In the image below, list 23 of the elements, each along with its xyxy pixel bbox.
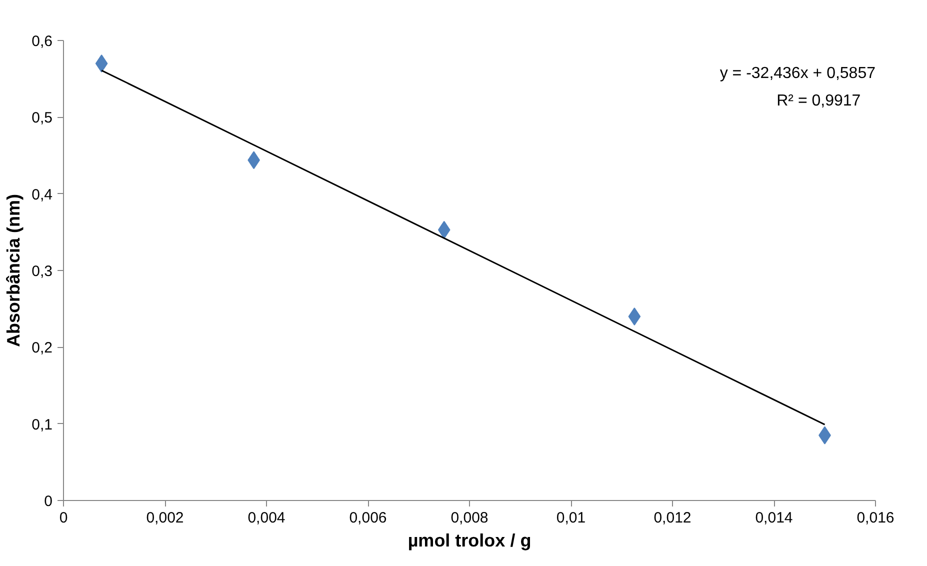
x-tick-label: 0 xyxy=(59,510,68,526)
x-tick-label: 0,006 xyxy=(349,510,387,526)
x-tick-label: 0,008 xyxy=(450,510,488,526)
y-tick-label: 0,2 xyxy=(32,340,53,357)
point xyxy=(438,220,450,239)
y-tick-label: 0,4 xyxy=(32,186,53,204)
y-tick-label: 0,6 xyxy=(32,33,53,50)
y-tick-label: 0,5 xyxy=(32,110,53,127)
annotation: R² = 0,9917 xyxy=(776,92,861,110)
y-axis-title: Absorbância (nm) xyxy=(4,194,24,348)
point xyxy=(95,54,108,72)
x-tick-label: 0,014 xyxy=(755,510,793,526)
point xyxy=(628,308,641,326)
x-tick-label: 0,004 xyxy=(248,510,286,526)
y-tick-label: 0,3 xyxy=(32,263,53,280)
x-axis-title: µmol trolox / g xyxy=(408,530,532,550)
annotation: y = -32,436x + 0,5857 xyxy=(720,64,876,82)
y-tick-label: 0 xyxy=(44,493,52,510)
x-tick-label: 0,002 xyxy=(146,510,184,526)
x-tick-label: 0,012 xyxy=(654,510,692,526)
y-tick-label: 0,1 xyxy=(32,416,53,434)
x-tick-label: 0,01 xyxy=(556,510,586,526)
x-tick-label: 0,016 xyxy=(856,510,894,526)
